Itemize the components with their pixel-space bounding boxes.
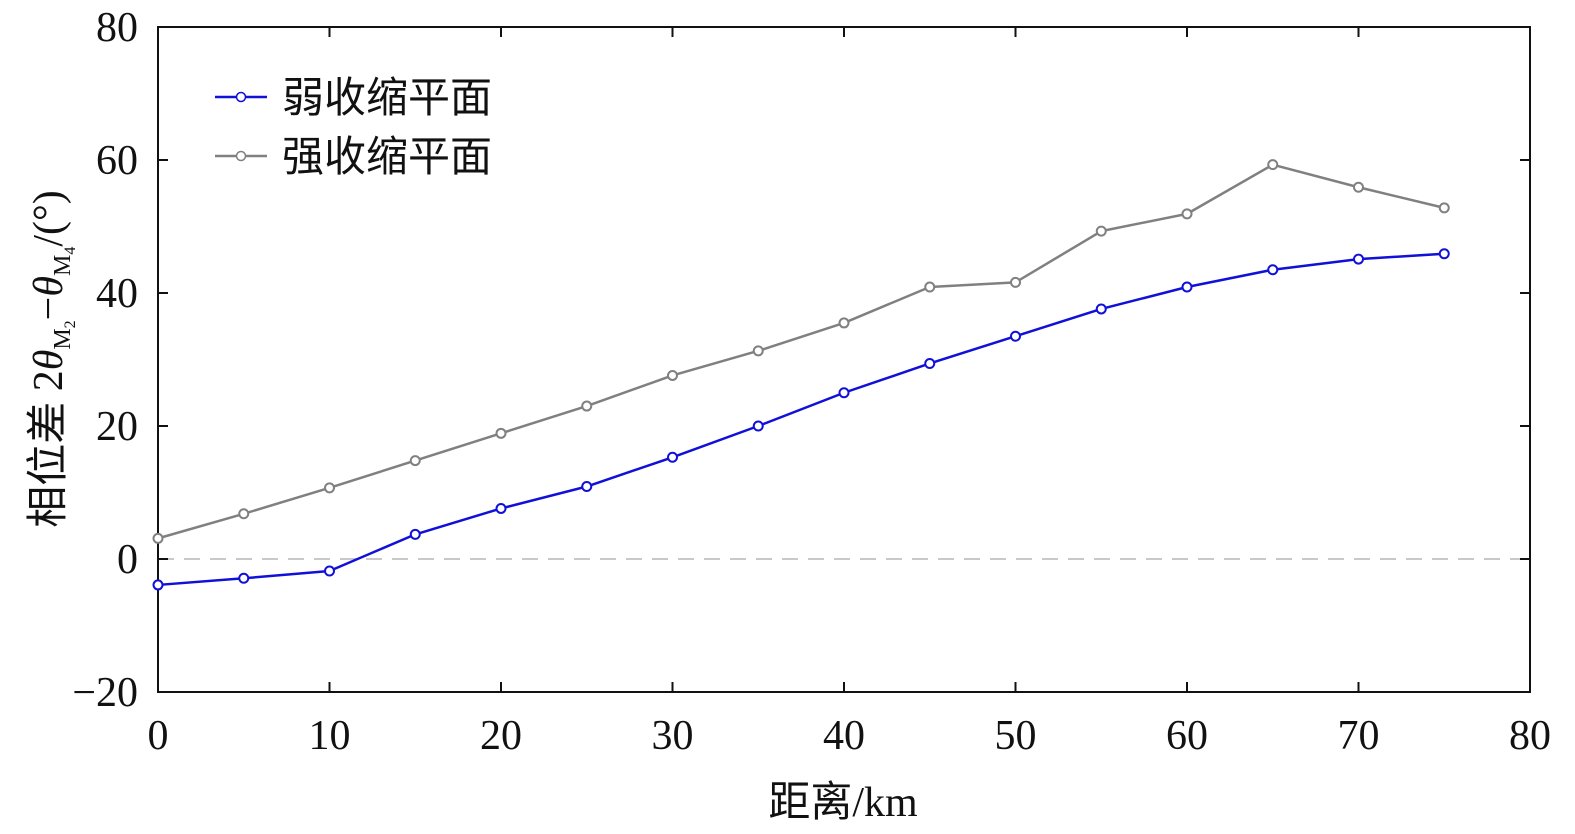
series-layer [152,159,1450,591]
data-point-series-1 [495,427,507,439]
data-point-series-0 [838,387,850,399]
series-line-1 [157,163,1445,540]
legend: 弱收缩平面 强收缩平面 [215,76,492,181]
y-axis-label-theta-2: θ [26,276,72,297]
x-tick-label: 40 [823,713,865,759]
y-tick-label: 0 [117,537,138,583]
y-tick-label: −20 [72,670,138,716]
data-point-series-1 [924,281,936,293]
y-axis-label-sub-2: M [50,255,76,276]
data-point-series-0 [495,502,507,514]
data-point-series-0 [752,420,764,432]
x-tick-label: 30 [652,713,694,759]
data-point-series-0 [324,565,335,577]
legend-marker-strong [235,150,247,162]
data-point-series-1 [1181,208,1193,220]
data-point-series-1 [667,369,678,381]
x-tick-label: 0 [148,713,169,759]
data-point-series-1 [1095,225,1107,237]
y-axis-label-sub-2-index: 4 [62,247,79,255]
data-point-series-1 [1353,181,1364,193]
y-axis-ticks: −20 0 20 40 60 80 [72,5,1530,716]
legend-label-weak: 弱收缩平面 [282,76,492,122]
data-point-series-1 [238,508,250,520]
y-tick-label: 40 [96,271,138,317]
y-axis-label-minus: − [26,297,72,321]
data-point-series-0 [581,481,593,493]
data-point-series-1 [838,317,850,329]
data-point-series-0 [152,579,164,591]
y-axis-label-sub-1-index: 2 [62,320,79,328]
y-axis-label-prefix: 相位差 2 [25,370,72,528]
y-axis-label-sub-1: M [50,328,76,349]
data-point-series-1 [409,455,421,467]
y-tick-label: 60 [96,138,138,184]
data-point-series-1 [152,532,164,544]
data-point-series-0 [1010,330,1021,342]
y-axis-label-suffix: /(°) [26,190,72,246]
data-point-series-0 [1267,264,1279,276]
x-tick-label: 80 [1509,713,1551,759]
x-tick-label: 20 [480,713,522,759]
y-tick-label: 20 [96,404,138,450]
data-point-series-1 [1438,202,1450,214]
data-point-series-0 [1438,248,1450,260]
y-axis-label: 相位差 2θM2−θM4/(°) [25,190,79,528]
data-point-series-0 [238,572,250,584]
y-axis-label-theta-1: θ [26,350,72,371]
data-point-series-0 [1181,281,1193,293]
data-point-series-1 [1267,159,1279,171]
data-point-series-1 [752,345,764,357]
x-tick-label: 70 [1338,713,1380,759]
data-point-series-0 [409,528,421,540]
x-tick-label: 60 [1166,713,1208,759]
x-axis-label: 距离/km [768,779,918,826]
legend-label-strong: 强收缩平面 [282,135,492,181]
data-point-series-0 [667,451,678,463]
data-point-series-1 [324,482,335,494]
x-tick-label: 10 [309,713,351,759]
data-point-series-1 [581,400,593,412]
data-point-series-0 [924,357,936,369]
x-tick-label: 50 [995,713,1037,759]
plot-frame [157,26,1531,693]
data-point-series-0 [1353,253,1364,265]
data-point-series-0 [1095,303,1107,315]
series-line-0 [157,252,1445,587]
data-point-series-1 [1010,276,1021,288]
x-axis-ticks: 0 10 20 30 40 50 60 70 80 [148,27,1551,759]
y-tick-label: 80 [96,5,138,51]
legend-marker-weak [235,91,247,103]
